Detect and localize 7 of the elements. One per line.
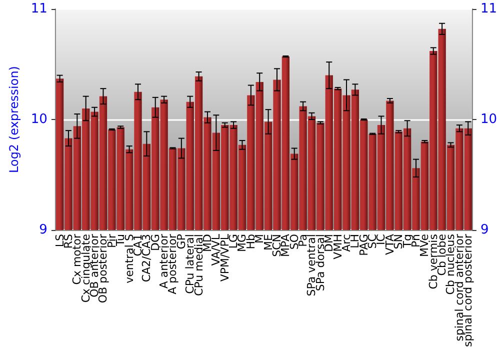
y-axis-title: Log2 (expression) bbox=[7, 66, 21, 174]
y-tick-label: 11 bbox=[30, 2, 48, 16]
y-tick-label: 10 bbox=[30, 112, 48, 128]
y2-tick-label: 9 bbox=[480, 222, 489, 238]
y-tick-label: 9 bbox=[39, 222, 48, 238]
y2-tick-label: 11 bbox=[480, 2, 498, 16]
y2-tick-label: 10 bbox=[480, 112, 498, 128]
